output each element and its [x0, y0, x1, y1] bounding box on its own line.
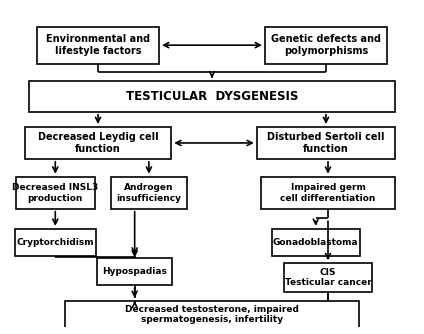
FancyBboxPatch shape — [265, 27, 387, 63]
Text: Decreased INSL3
production: Decreased INSL3 production — [12, 183, 98, 202]
FancyBboxPatch shape — [65, 301, 359, 328]
Text: Environmental and
lifestyle factors: Environmental and lifestyle factors — [46, 34, 150, 56]
Text: Gonadoblastoma: Gonadoblastoma — [273, 238, 359, 247]
FancyBboxPatch shape — [272, 229, 360, 256]
Text: Cryptorchidism: Cryptorchidism — [17, 238, 94, 247]
FancyBboxPatch shape — [97, 258, 172, 285]
Text: Impaired germ
cell differentiation: Impaired germ cell differentiation — [280, 183, 376, 202]
Text: Hypospadias: Hypospadias — [102, 267, 167, 276]
FancyBboxPatch shape — [25, 127, 171, 159]
Text: Disturbed Sertoli cell
function: Disturbed Sertoli cell function — [267, 132, 385, 154]
Text: CIS
Testicular cancer: CIS Testicular cancer — [285, 268, 371, 288]
FancyBboxPatch shape — [284, 263, 372, 292]
Text: Androgen
insufficiency: Androgen insufficiency — [117, 183, 181, 202]
FancyBboxPatch shape — [16, 177, 95, 209]
FancyBboxPatch shape — [261, 177, 395, 209]
FancyBboxPatch shape — [14, 229, 96, 256]
FancyBboxPatch shape — [29, 81, 395, 112]
FancyBboxPatch shape — [111, 177, 187, 209]
FancyBboxPatch shape — [37, 27, 159, 63]
Text: Decreased testosterone, impaired
spermatogenesis, infertility: Decreased testosterone, impaired spermat… — [125, 305, 299, 324]
Text: Decreased Leydig cell
function: Decreased Leydig cell function — [38, 132, 158, 154]
FancyBboxPatch shape — [257, 127, 395, 159]
Text: TESTICULAR  DYSGENESIS: TESTICULAR DYSGENESIS — [126, 90, 298, 103]
Text: Genetic defects and
polymorphisms: Genetic defects and polymorphisms — [271, 34, 381, 56]
